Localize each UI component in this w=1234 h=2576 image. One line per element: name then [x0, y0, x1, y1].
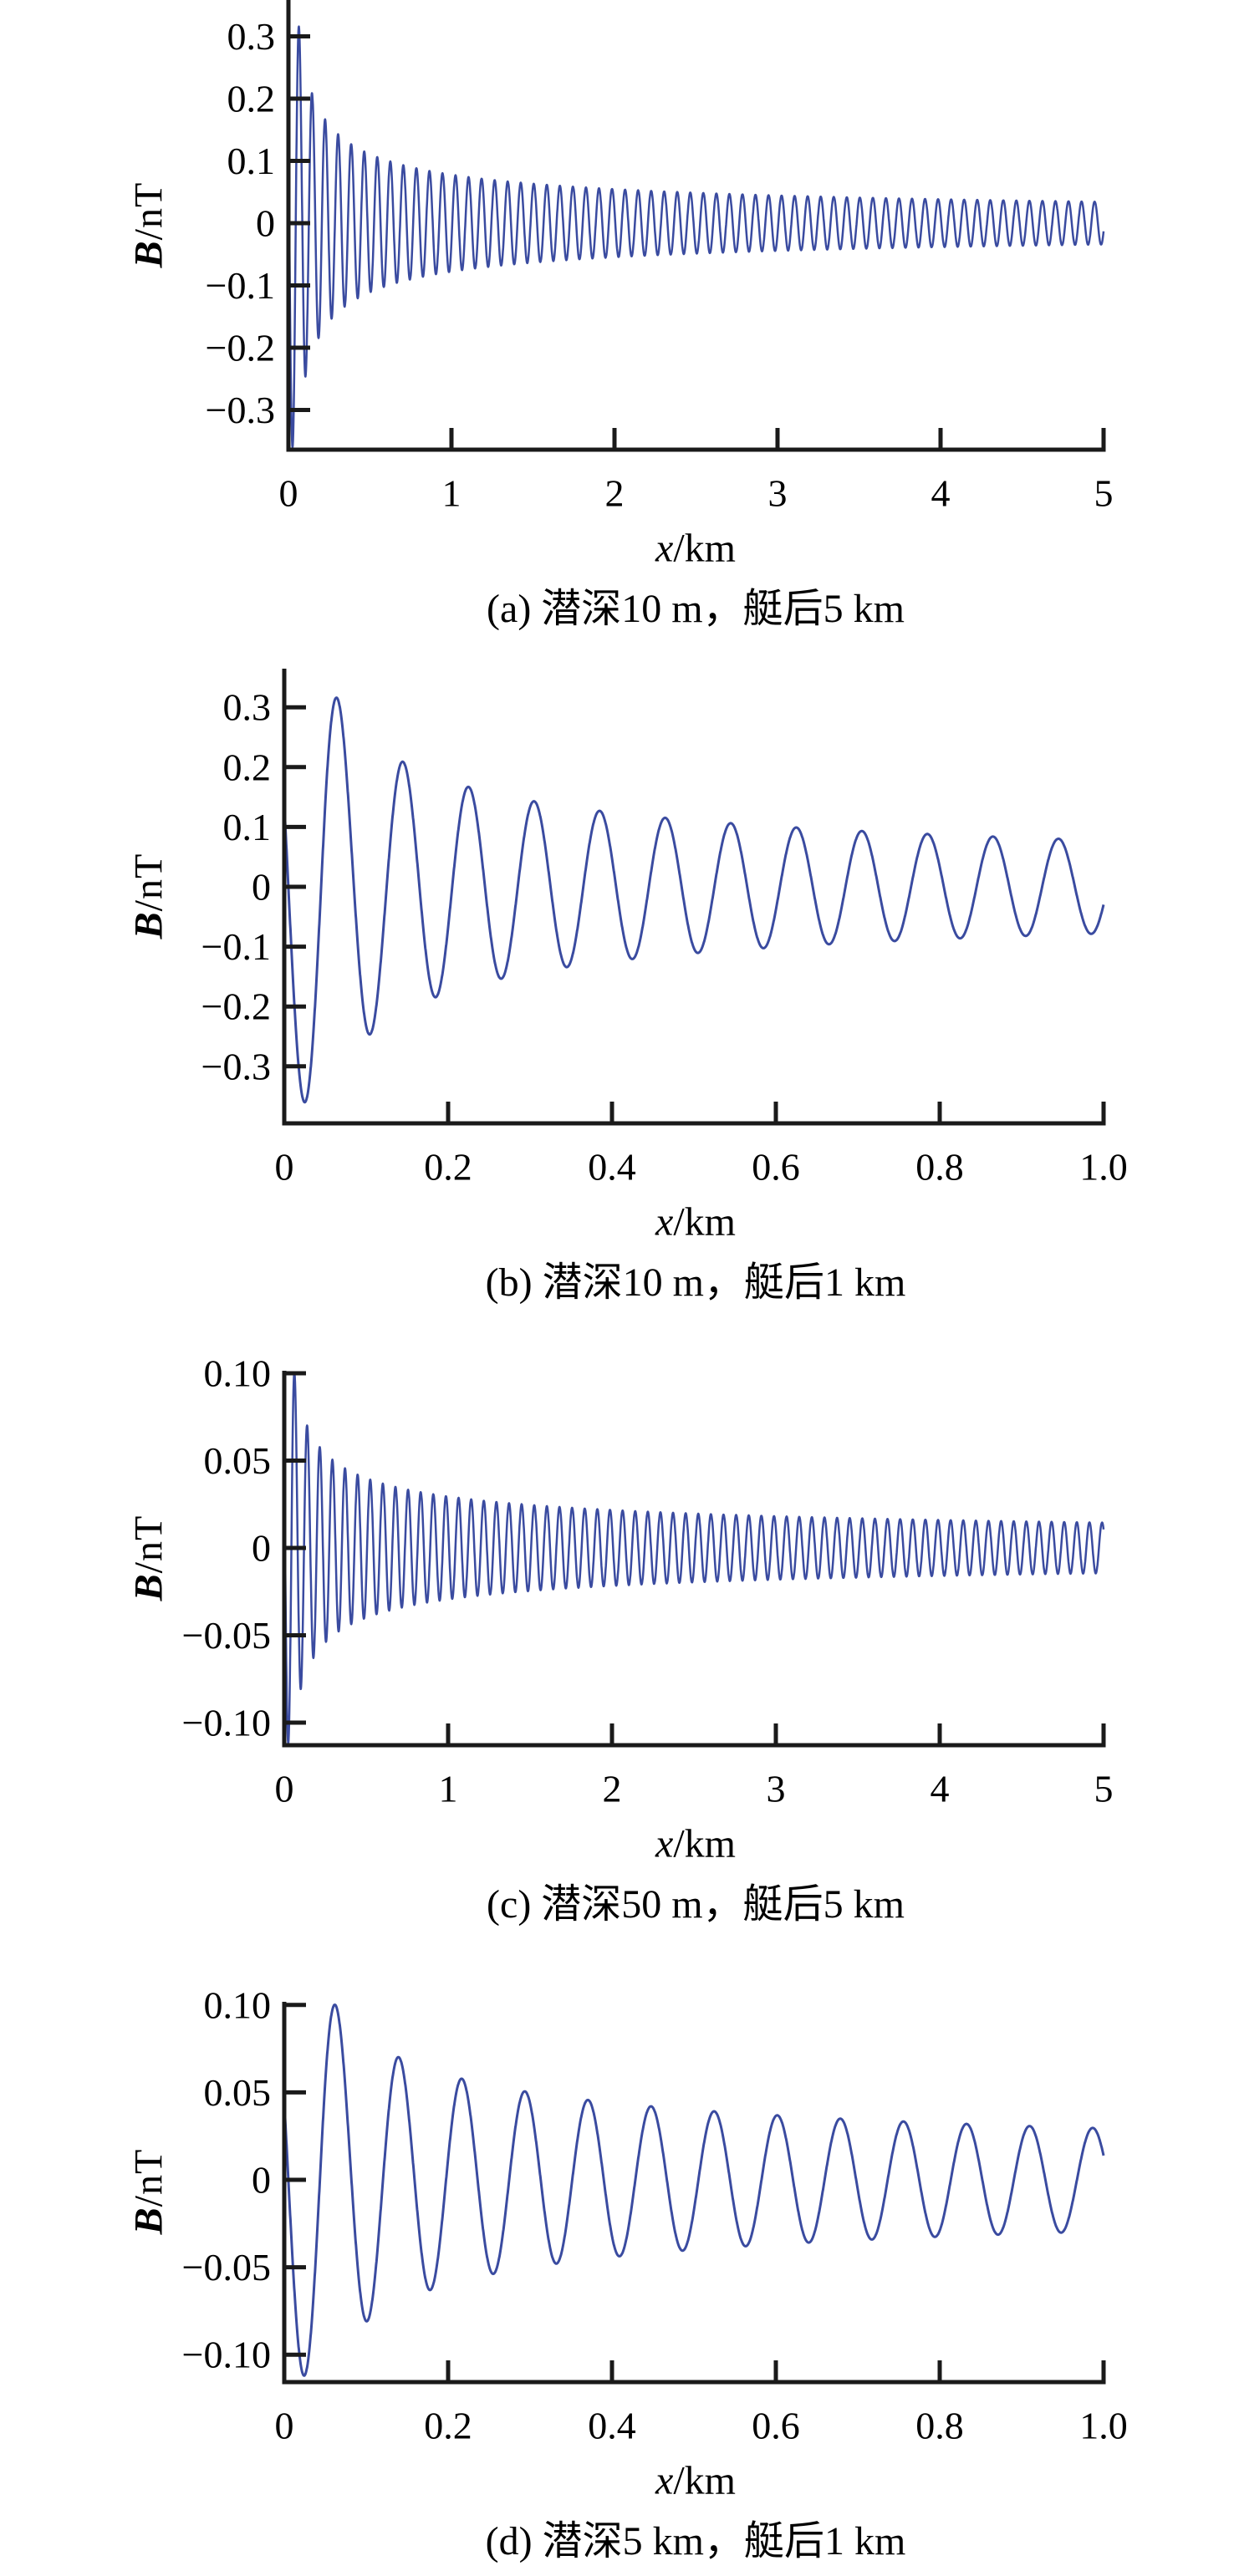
y-tick-label-b: 0.3	[223, 686, 272, 729]
y-tick-label-c: 0.05	[204, 1439, 272, 1482]
y-unit: /nT	[126, 2148, 171, 2207]
waveform-curve-a	[287, 25, 1105, 449]
x-tick-label-c: 4	[931, 1768, 950, 1810]
x-symbol: x	[655, 2458, 674, 2503]
y-tick-label-b: −0.1	[201, 925, 271, 968]
y-symbol: B	[126, 1573, 171, 1601]
x-tick-label-c: 5	[1094, 1768, 1114, 1810]
x-tick-label-d: 0.6	[752, 2405, 800, 2447]
x-tick-label-d: 0.4	[588, 2405, 636, 2447]
y-unit: /nT	[126, 181, 171, 241]
x-axis-label: x/km	[655, 526, 736, 572]
y-axis-label: B/nT	[126, 2149, 172, 2235]
x-tick-label-a: 2	[605, 472, 625, 515]
x-tick-label-a: 1	[442, 472, 461, 515]
y-tick-label-a: −0.2	[206, 327, 275, 369]
x-axis-label: x/km	[655, 1821, 736, 1867]
y-tick-label-a: 0.1	[227, 140, 276, 182]
y-tick-label-c: −0.10	[182, 1702, 271, 1744]
chart-caption-d: (d) 潜深5 km，艇后1 km	[485, 2519, 906, 2563]
chart-caption-b: (b) 潜深10 m，艇后1 km	[485, 1260, 906, 1305]
y-tick-label-b: −0.3	[201, 1045, 271, 1087]
y-tick-label-c: 0	[252, 1527, 271, 1570]
x-tick-label-a: 0	[279, 472, 298, 515]
x-tick-label-d: 1.0	[1079, 2405, 1128, 2447]
y-symbol: B	[126, 911, 171, 939]
y-tick-label-a: −0.1	[206, 264, 275, 307]
waveform-curve-b	[283, 696, 1105, 1104]
chart-caption-a: (a) 潜深10 m，艇后5 km	[487, 587, 905, 631]
y-unit: /nT	[126, 853, 171, 912]
x-tick-label-b: 1.0	[1079, 1146, 1128, 1189]
x-unit: /km	[673, 1199, 736, 1245]
x-tick-label-b: 0.8	[915, 1146, 964, 1189]
y-tick-label-a: −0.3	[206, 389, 275, 431]
x-unit: /km	[673, 2458, 736, 2503]
x-tick-label-a: 5	[1094, 472, 1114, 515]
y-tick-label-a: 0	[256, 202, 275, 245]
x-tick-label-b: 0.4	[588, 1146, 636, 1189]
y-tick-label-d: 0.05	[204, 2071, 272, 2114]
x-symbol: x	[655, 526, 674, 571]
y-axis-label: B/nT	[126, 182, 172, 268]
x-tick-label-b: 0.6	[752, 1146, 800, 1189]
y-tick-label-c: −0.05	[182, 1614, 271, 1657]
x-tick-label-a: 4	[931, 472, 951, 515]
x-tick-label-b: 0	[275, 1146, 294, 1189]
y-tick-label-c: 0.10	[204, 1352, 272, 1395]
y-tick-label-b: −0.2	[201, 985, 271, 1028]
y-tick-label-d: −0.10	[182, 2334, 271, 2376]
y-tick-label-a: 0.2	[227, 78, 276, 120]
waveform-curve-c	[283, 1372, 1105, 1744]
x-tick-label-c: 3	[767, 1768, 786, 1810]
y-tick-label-d: 0.10	[204, 1983, 272, 2026]
x-tick-label-c: 0	[275, 1768, 294, 1810]
waveform-curve-d	[283, 2003, 1105, 2377]
y-tick-label-d: 0	[252, 2159, 271, 2202]
x-symbol: x	[655, 1821, 674, 1866]
y-tick-label-a: 0.3	[227, 15, 276, 58]
x-unit: /km	[673, 526, 736, 571]
chart-caption-c: (c) 潜深50 m，艇后5 km	[487, 1882, 905, 1927]
y-axis-label: B/nT	[126, 853, 172, 939]
x-tick-label-d: 0	[275, 2405, 294, 2447]
y-unit: /nT	[126, 1515, 171, 1574]
x-tick-label-d: 0.8	[915, 2405, 964, 2447]
y-tick-label-b: 0.2	[223, 746, 272, 788]
x-unit: /km	[673, 1821, 736, 1866]
y-tick-label-d: −0.05	[182, 2246, 271, 2288]
y-tick-label-b: 0.1	[223, 806, 272, 848]
x-tick-label-c: 2	[603, 1768, 622, 1810]
y-symbol: B	[126, 2207, 171, 2235]
x-tick-label-d: 0.2	[424, 2405, 472, 2447]
y-axis-label: B/nT	[126, 1515, 172, 1601]
y-tick-label-b: 0	[252, 866, 271, 909]
x-tick-label-a: 3	[768, 472, 788, 515]
x-symbol: x	[655, 1199, 674, 1245]
x-axis-label: x/km	[655, 2458, 736, 2504]
y-symbol: B	[126, 240, 171, 268]
x-axis-label: x/km	[655, 1199, 736, 1245]
x-tick-label-c: 1	[439, 1768, 458, 1810]
x-tick-label-b: 0.2	[424, 1146, 472, 1189]
